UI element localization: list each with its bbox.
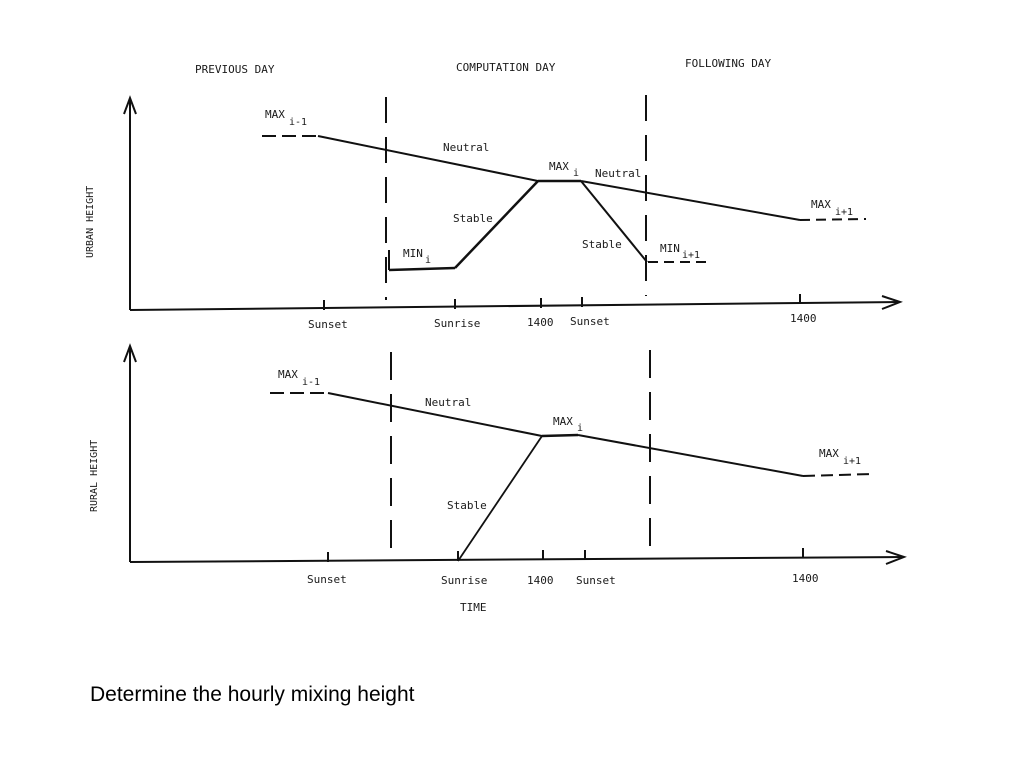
rural-neutral-decline-2: [577, 434, 804, 477]
rural-tick-label-sunset-2: Sunset: [576, 574, 616, 587]
rural-label-max-next-sub: i+1: [843, 456, 861, 467]
rural-max-plateau: [541, 433, 579, 438]
header-computation-day: COMPUTATION DAY: [456, 61, 556, 74]
urban-min-plateau: [388, 266, 456, 272]
header-previous-day: PREVIOUS DAY: [195, 63, 275, 76]
urban-y-axis-arrow: [123, 95, 137, 115]
urban-label-stable-fall: Stable: [582, 238, 622, 251]
urban-stable-fall: [580, 180, 648, 263]
rural-neutral-decline-1: [327, 392, 543, 437]
urban-label-max-prev: MAX: [265, 108, 285, 121]
mixing-height-diagram: PREVIOUS DAY COMPUTATION DAY FOLLOWING D…: [85, 57, 907, 614]
rural-y-axis-arrow: [123, 343, 137, 363]
urban-label-max-next-sub: i+1: [835, 207, 853, 218]
urban-tick-label-1400-2: 1400: [790, 312, 817, 325]
urban-x-axis: [129, 301, 899, 311]
urban-label-stable-rise: Stable: [453, 212, 493, 225]
urban-label-neutral-left: Neutral: [443, 141, 489, 154]
rural-label-neutral: Neutral: [425, 396, 471, 409]
rural-label-max-cur-sub: i: [577, 423, 583, 434]
urban-label-max-cur: MAX: [549, 160, 569, 173]
rural-tick-label-1400-2: 1400: [792, 572, 819, 585]
urban-label-min-next: MIN: [660, 242, 680, 255]
urban-label-min-cur: MIN: [403, 247, 423, 260]
urban-tick-label-sunset-2: Sunset: [570, 315, 610, 328]
rural-label-stable: Stable: [447, 499, 487, 512]
rural-tick-label-1400-1: 1400: [527, 574, 554, 587]
urban-panel: URBAN HEIGHT Sunset Sunrise 1400 Sunset …: [85, 95, 903, 331]
urban-label-min-cur-sub: i: [425, 255, 431, 266]
rural-x-axis: [129, 556, 903, 563]
rural-tick-label-sunrise: Sunrise: [441, 574, 487, 587]
rural-label-max-cur: MAX: [553, 415, 573, 428]
rural-y-axis-label: RURAL HEIGHT: [89, 440, 100, 512]
urban-tick-label-1400-1: 1400: [527, 316, 554, 329]
rural-label-max-prev: MAX: [278, 368, 298, 381]
urban-tick-label-sunrise: Sunrise: [434, 317, 480, 330]
urban-label-neutral-right: Neutral: [595, 167, 641, 180]
urban-label-max-cur-sub: i: [573, 168, 579, 179]
rural-panel: RURAL HEIGHT Sunset Sunrise 1400 Sunset …: [89, 343, 907, 614]
urban-y-axis-label: URBAN HEIGHT: [85, 186, 96, 258]
urban-label-max-next: MAX: [811, 198, 831, 211]
rural-max-next-dashed: [802, 473, 873, 477]
rural-stable-rise: [457, 435, 543, 562]
urban-label-max-prev-sub: i-1: [289, 117, 307, 128]
rural-x-axis-arrow: [885, 550, 907, 565]
urban-tick-label-sunset-1: Sunset: [308, 318, 348, 331]
urban-neutral-decline-1: [317, 135, 539, 182]
urban-neutral-decline-2: [580, 180, 801, 221]
rural-tick-label-sunset-1: Sunset: [307, 573, 347, 586]
urban-stable-rise: [454, 180, 539, 269]
header-following-day: FOLLOWING DAY: [685, 57, 771, 70]
urban-label-min-next-sub: i+1: [682, 250, 700, 261]
urban-max-next-dashed: [799, 218, 867, 221]
slide-caption: Determine the hourly mixing height: [90, 683, 415, 706]
rural-label-max-prev-sub: i-1: [302, 377, 320, 388]
urban-x-axis-arrow: [881, 295, 903, 310]
rural-label-max-next: MAX: [819, 447, 839, 460]
rural-x-axis-label: TIME: [460, 601, 487, 614]
